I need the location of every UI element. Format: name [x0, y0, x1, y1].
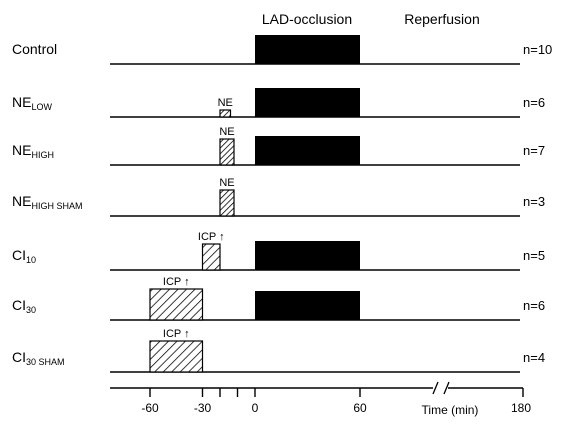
group-name: CI	[12, 297, 26, 313]
occlusion-block	[255, 291, 360, 320]
axis-tick-label: 180	[511, 401, 531, 415]
n-label: n=10	[523, 42, 552, 57]
group-row: Control n=10	[12, 35, 552, 65]
icp-block	[149, 340, 204, 373]
icp-block	[201, 243, 221, 271]
n-label: n=7	[523, 143, 545, 158]
axis-tick-label: -30	[194, 401, 212, 415]
occlusion-block	[255, 241, 360, 270]
axis-break	[443, 381, 450, 395]
occlusion-block	[255, 35, 360, 64]
group-subscript: 10	[26, 255, 36, 265]
axis-break	[432, 381, 439, 395]
group-label: CI30	[12, 297, 36, 315]
block-label: NE	[219, 126, 234, 138]
group-name: CI	[12, 247, 26, 263]
group-row: CI30 SHAM n=4 ICP ↑	[12, 328, 545, 373]
group-row: CI10 n=5 ICP ↑	[12, 231, 545, 271]
group-name: CI	[12, 349, 26, 365]
occlusion-block	[255, 88, 360, 117]
group-label: Control	[12, 41, 57, 57]
reperfusion-header: Reperfusion	[404, 11, 480, 27]
group-row: NELOW n=6NE	[12, 88, 545, 118]
n-label: n=6	[523, 95, 545, 110]
group-label: CI30 SHAM	[12, 349, 65, 367]
ne-infusion-block	[219, 109, 232, 118]
group-label: NEHIGH	[12, 142, 54, 160]
group-name: NE	[12, 193, 31, 209]
group-row: NEHIGH n=7NE	[12, 126, 545, 166]
time-axis: -60 -30 0 60 180 Time (min)	[110, 381, 531, 417]
ne-infusion-block	[219, 189, 235, 217]
group-subscript: LOW	[31, 102, 52, 112]
group-label: CI10	[12, 247, 36, 265]
block-label: ICP ↑	[163, 328, 190, 340]
axis-tick-label: 0	[252, 401, 259, 415]
group-name: NE	[12, 142, 31, 158]
n-label: n=5	[523, 248, 545, 263]
group-subscript: 30	[26, 305, 36, 315]
icp-block	[149, 288, 204, 321]
group-name: Control	[12, 41, 57, 57]
group-subscript: 30 SHAM	[26, 357, 65, 367]
group-label: NELOW	[12, 94, 52, 112]
group-name: NE	[12, 94, 31, 110]
group-row: NEHIGH SHAM n=3NE	[12, 177, 545, 217]
ne-infusion-block	[219, 138, 235, 166]
group-row: CI30 n=6 ICP ↑	[12, 276, 545, 321]
axis-tick-label: 60	[353, 401, 367, 415]
n-label: n=6	[523, 298, 545, 313]
block-label: NE	[218, 97, 233, 109]
occlusion-header: LAD-occlusion	[262, 11, 352, 27]
group-subscript: HIGH	[31, 150, 54, 160]
axis-label: Time (min)	[422, 403, 479, 417]
n-label: n=4	[523, 350, 545, 365]
block-label: ICP ↑	[163, 276, 190, 288]
group-label: NEHIGH SHAM	[12, 193, 82, 211]
block-label: NE	[219, 177, 234, 189]
group-subscript: HIGH SHAM	[31, 201, 82, 211]
occlusion-block	[255, 136, 360, 165]
n-label: n=3	[523, 194, 545, 209]
axis-tick-label: -60	[141, 401, 159, 415]
block-label: ICP ↑	[198, 231, 225, 243]
